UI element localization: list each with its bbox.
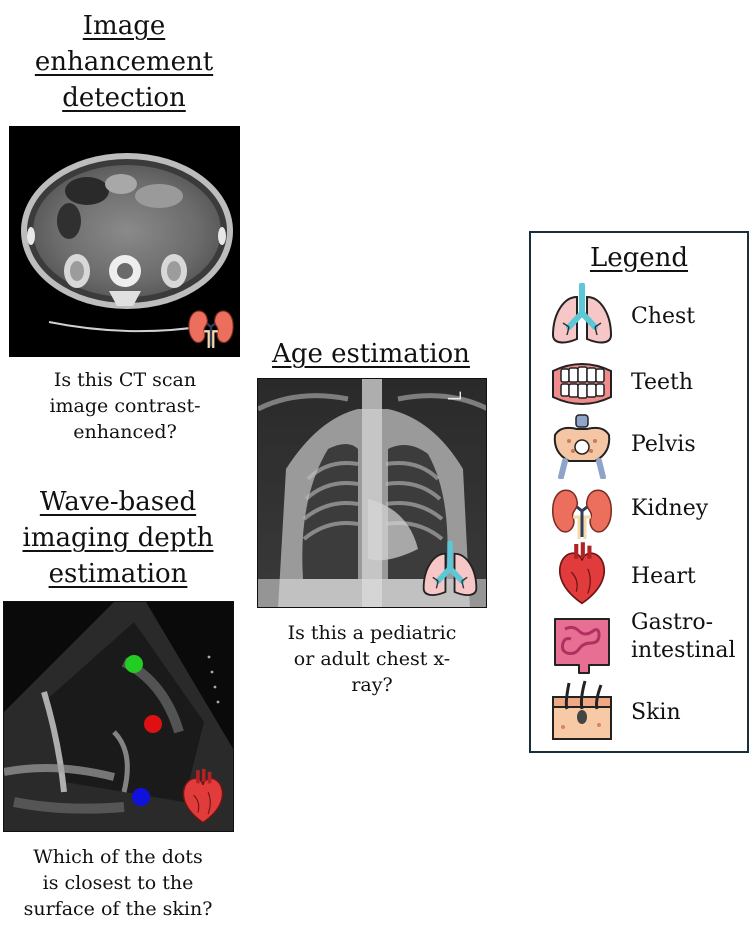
- teeth-icon: [552, 363, 612, 405]
- ultrasound-dot-red: [144, 715, 162, 733]
- legend-label-chest: Chest: [631, 304, 696, 329]
- legend-label-kidney: Kidney: [631, 496, 709, 521]
- legend-box: Legend Chest Teeth: [529, 231, 749, 753]
- ultrasound-image: [3, 601, 234, 832]
- legend-label-skin: Skin: [631, 700, 681, 725]
- ultrasound-dot-green: [125, 655, 143, 673]
- ultrasound-dot-blue: [132, 788, 150, 806]
- legend-item-heart: Heart: [549, 539, 749, 605]
- chest-xray-image: L: [257, 378, 487, 608]
- panel-caption-age: Is this a pediatric or adult chest x- ra…: [287, 622, 457, 696]
- legend-item-pelvis: Pelvis: [549, 413, 749, 479]
- lungs-icon: [551, 283, 613, 344]
- intestine-icon: [554, 618, 610, 674]
- pelvis-icon: [553, 414, 611, 479]
- legend-label-gastrointestinal: Gastro- intestinal: [631, 610, 736, 663]
- legend-item-teeth: Teeth: [549, 351, 749, 417]
- heart-icon: [182, 768, 224, 824]
- panel-title-enhancement: Image enhancement detection: [34, 11, 214, 113]
- xray-side-marker: L: [445, 391, 465, 401]
- panel-caption-depth: Which of the dots is closest to the surf…: [23, 846, 213, 920]
- legend-item-gastrointestinal: Gastro- intestinal: [549, 609, 749, 675]
- lungs-icon: [422, 541, 478, 596]
- legend-title: Legend: [589, 243, 689, 273]
- ct-scan-image: [9, 126, 240, 357]
- legend-item-chest: Chest: [549, 283, 749, 349]
- legend-item-kidney: Kidney: [549, 477, 749, 543]
- legend-label-teeth: Teeth: [631, 370, 694, 395]
- panel-title-depth: Wave-based imaging depth estimation: [22, 487, 214, 589]
- panel-caption-enhancement: Is this CT scan image contrast- enhanced…: [49, 369, 201, 443]
- heart-icon: [559, 542, 605, 605]
- legend-item-skin: Skin: [549, 679, 749, 745]
- legend-label-heart: Heart: [631, 564, 696, 589]
- kidney-icon: [188, 310, 234, 348]
- panel-title-age: Age estimation: [272, 339, 470, 369]
- kidney-icon: [552, 489, 612, 539]
- skin-icon: [552, 680, 612, 740]
- legend-label-pelvis: Pelvis: [631, 432, 696, 457]
